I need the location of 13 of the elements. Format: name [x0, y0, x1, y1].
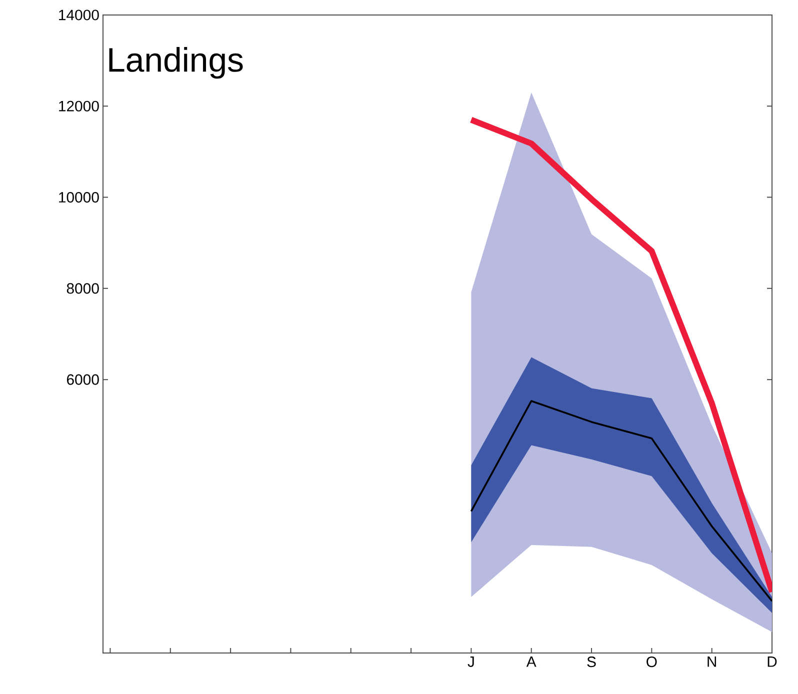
y-tick-label: 14000	[59, 10, 99, 20]
x-tick-label: J	[468, 656, 474, 667]
x-tick-label: D	[768, 656, 777, 667]
x-tick-label: S	[587, 656, 596, 668]
y-tick-label: 12000	[59, 100, 99, 112]
text: Landings	[109, 47, 243, 79]
x-tick-label: A	[526, 656, 536, 667]
y-tick-label: 8000	[66, 283, 99, 294]
y-tick-label: 10000	[59, 192, 99, 203]
y-tick-label: 6000	[67, 374, 99, 385]
x-tick-label: N	[708, 656, 716, 667]
line-series	[470, 400, 772, 602]
x-tick-label: O	[646, 656, 657, 668]
